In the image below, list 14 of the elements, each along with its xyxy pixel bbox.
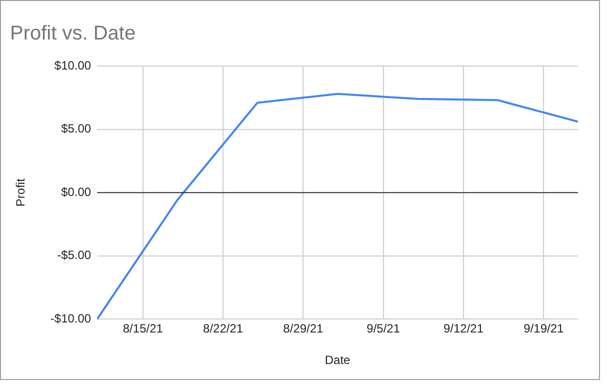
x-tick-label: 8/22/21 xyxy=(203,322,244,336)
x-axis-title: Date xyxy=(324,353,351,368)
y-tick-label: $10.00 xyxy=(54,58,92,72)
x-tick-label: 8/29/21 xyxy=(283,322,324,336)
x-tick-label: 9/19/21 xyxy=(524,322,564,336)
chart-title: Profit vs. Date xyxy=(10,22,136,45)
y-tick-label: $5.00 xyxy=(61,122,92,136)
y-tick-label: -$10.00 xyxy=(50,312,92,326)
x-tick-label: 9/5/21 xyxy=(366,322,400,336)
x-tick-label: 9/12/21 xyxy=(443,322,484,336)
y-tick-label: -$5.00 xyxy=(57,248,92,262)
y-axis-title: Profit xyxy=(14,178,28,207)
y-tick-label: $0.00 xyxy=(61,184,92,199)
x-tick-label: 8/15/21 xyxy=(122,322,164,336)
